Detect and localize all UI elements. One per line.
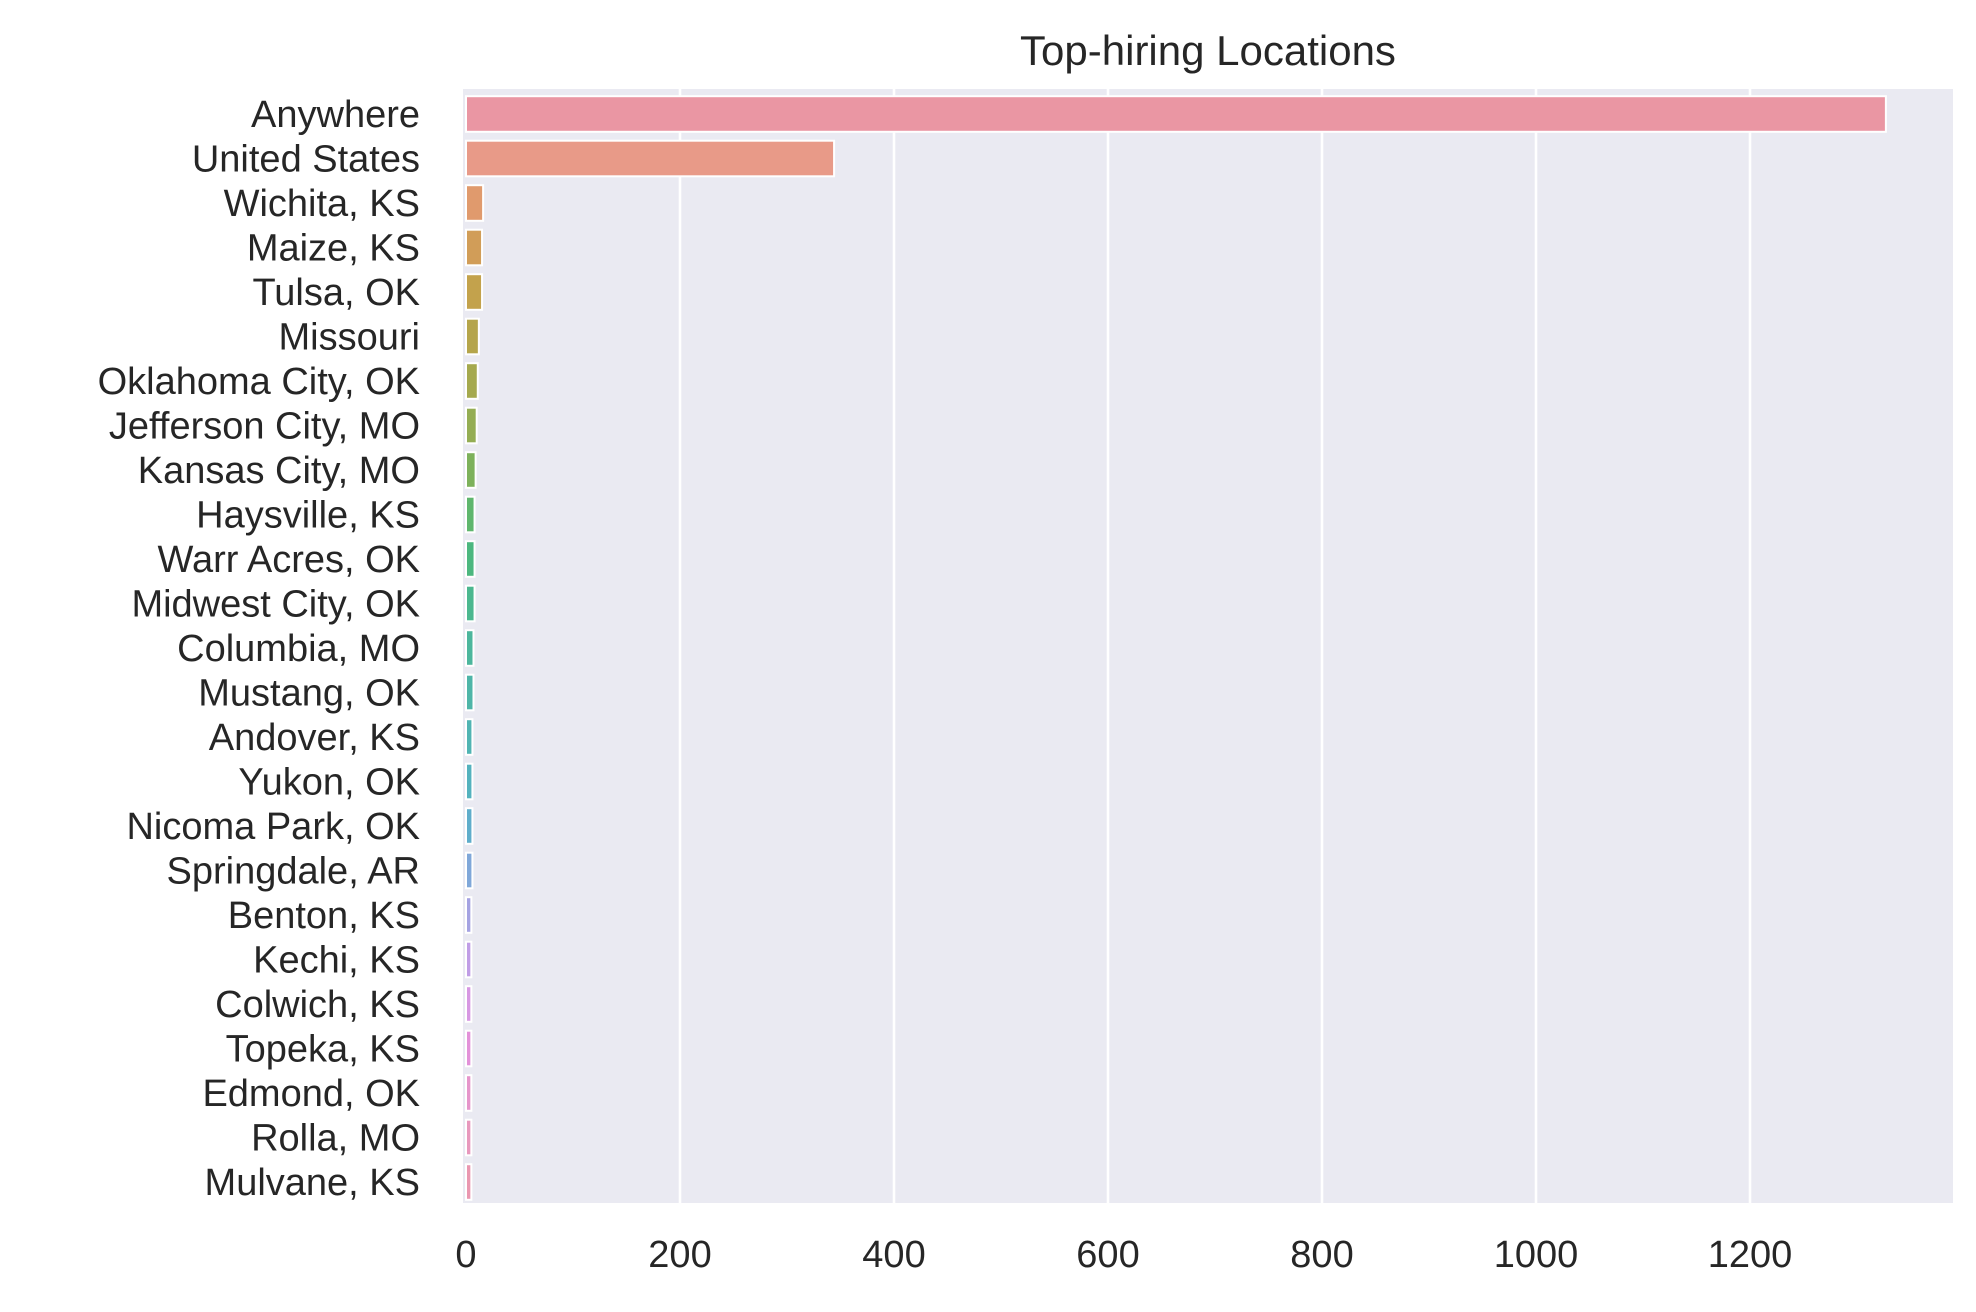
category-label: Columbia, MO xyxy=(177,628,420,670)
x-tick-label: 600 xyxy=(1076,1234,1139,1276)
category-label: Yukon, OK xyxy=(238,762,420,804)
category-label: Edmond, OK xyxy=(202,1073,420,1115)
bar xyxy=(465,317,480,356)
category-label: Jefferson City, MO xyxy=(109,406,420,448)
bar xyxy=(465,584,476,623)
x-tick-label: 1000 xyxy=(1494,1234,1579,1276)
bar xyxy=(465,1118,473,1157)
bar xyxy=(465,95,1887,133)
plot-background xyxy=(463,89,1953,1203)
bar xyxy=(465,451,477,489)
category-label: Anywhere xyxy=(251,94,420,136)
bar xyxy=(465,762,474,801)
bar xyxy=(465,540,476,578)
bar xyxy=(465,406,478,445)
category-label: Topeka, KS xyxy=(226,1029,420,1071)
bar xyxy=(465,807,474,845)
category-label: Andover, KS xyxy=(209,717,420,759)
x-tick-labels: 0 200 400 600 800 1000 1200 xyxy=(455,1234,1792,1276)
category-label: Maize, KS xyxy=(247,228,420,270)
bar xyxy=(465,228,484,267)
grid-lines xyxy=(678,89,1752,1203)
bar xyxy=(465,1074,473,1112)
x-tick-label: 1200 xyxy=(1708,1234,1793,1276)
bar xyxy=(465,139,836,178)
bar xyxy=(465,362,479,400)
bar xyxy=(465,851,474,890)
category-label: Tulsa, OK xyxy=(252,272,420,314)
bar xyxy=(465,273,484,311)
x-tick-label: 0 xyxy=(455,1234,476,1276)
category-label: Warr Acres, OK xyxy=(157,539,420,581)
category-label: Nicoma Park, OK xyxy=(126,806,420,848)
bar xyxy=(465,629,475,667)
x-tick-label: 800 xyxy=(1290,1234,1353,1276)
category-label: Wichita, KS xyxy=(224,183,420,225)
x-tick-label: 200 xyxy=(648,1234,711,1276)
bar xyxy=(465,495,476,534)
bars xyxy=(465,95,1887,1201)
category-label: Midwest City, OK xyxy=(131,584,420,626)
category-label: Kechi, KS xyxy=(253,940,420,982)
bar xyxy=(465,184,485,222)
category-label: Kansas City, MO xyxy=(138,450,420,492)
bar xyxy=(465,718,474,756)
bar xyxy=(465,896,473,934)
bar xyxy=(465,1163,473,1201)
category-label: Rolla, MO xyxy=(251,1118,420,1160)
category-label: Benton, KS xyxy=(228,895,420,937)
bar xyxy=(465,940,473,979)
bar xyxy=(465,673,475,712)
category-label: Mulvane, KS xyxy=(205,1162,420,1204)
category-label: Mustang, OK xyxy=(198,673,420,715)
bar xyxy=(465,985,473,1023)
bar xyxy=(465,1029,473,1068)
category-label: Springdale, AR xyxy=(167,851,421,893)
category-label: United States xyxy=(192,139,420,181)
category-label: Haysville, KS xyxy=(196,495,420,537)
category-label: Missouri xyxy=(279,317,420,359)
x-tick-label: 400 xyxy=(862,1234,925,1276)
category-label: Colwich, KS xyxy=(215,984,420,1026)
category-label: Oklahoma City, OK xyxy=(98,361,420,403)
chart-title: Top-hiring Locations xyxy=(1020,27,1396,74)
